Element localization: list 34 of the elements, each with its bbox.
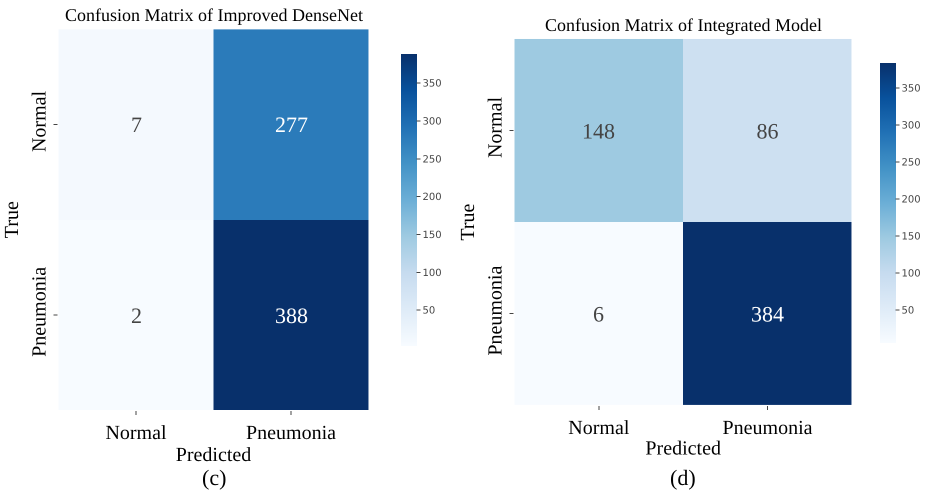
color-bar-label: 350 — [902, 83, 921, 94]
x-tick-label: Pneumonia — [246, 422, 336, 444]
data-label: 277 — [274, 112, 308, 137]
color-bar-label: 300 — [422, 116, 442, 128]
data-label: 148 — [582, 118, 615, 144]
color-bar-label: 150 — [902, 232, 921, 243]
color-bar-label: 200 — [902, 194, 921, 206]
x-axis-title: Predicted — [176, 444, 252, 466]
text: (c) — [202, 465, 226, 490]
data-label: 388 — [274, 302, 308, 328]
chart-title: Confusion Matrix of Improved DenseNet — [65, 5, 363, 25]
x-axis-title: Predicted — [645, 438, 721, 460]
x-tick-label: Pneumonia — [722, 417, 813, 440]
color-bar-label: 100 — [422, 268, 442, 279]
data-label: 7 — [130, 112, 142, 137]
y-axis-title: True — [0, 201, 23, 238]
color-bar-label: 100 — [902, 268, 921, 280]
color-bar-label: 150 — [422, 230, 442, 241]
data-label: 86 — [756, 118, 778, 144]
color-bar-label: 300 — [902, 120, 921, 132]
data-label: 2 — [130, 302, 142, 328]
data-label: 6 — [592, 302, 604, 327]
y-axis-title: True — [456, 203, 479, 241]
x-tick-label: Normal — [105, 422, 167, 444]
color-bar-label: 200 — [422, 192, 442, 204]
color-bar-label: 50 — [902, 306, 914, 317]
color-bar-label: 250 — [422, 154, 442, 166]
color-bar-label: 50 — [422, 306, 436, 317]
data-label: 384 — [750, 302, 784, 327]
chart-title: Confusion Matrix of Integrated Model — [545, 15, 822, 35]
color-bar-label: 250 — [902, 158, 921, 169]
x-tick-label: Normal — [568, 417, 630, 440]
color-bar-label: 350 — [422, 78, 442, 90]
text: (d) — [670, 465, 696, 490]
